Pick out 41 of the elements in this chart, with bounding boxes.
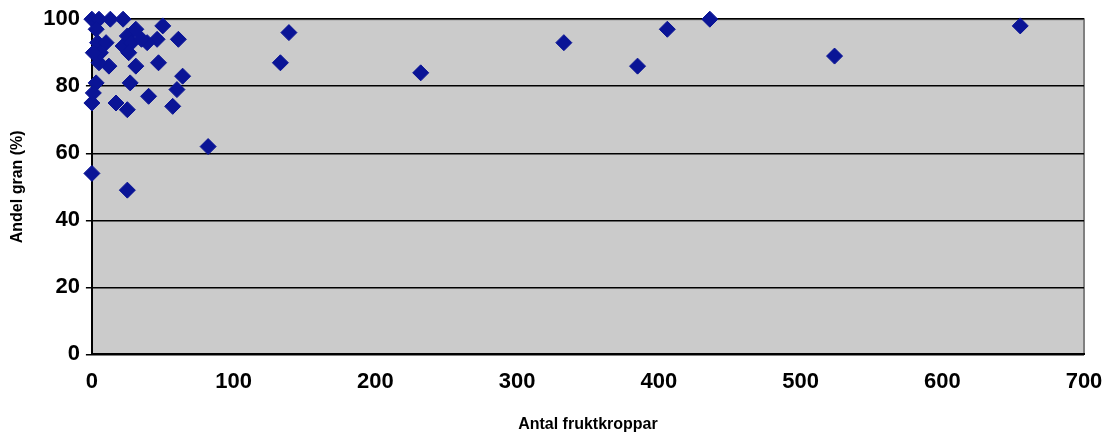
x-tick-label: 500	[782, 367, 819, 393]
point	[140, 87, 158, 105]
x-tick-label: 600	[923, 367, 961, 393]
point	[168, 81, 186, 99]
y-tick-label: 80	[55, 72, 80, 98]
point	[83, 164, 101, 182]
x-tick-label: 200	[357, 367, 394, 393]
x-tick-label: 700	[1065, 367, 1103, 393]
point	[280, 24, 298, 42]
x-axis-title: Antal fruktkroppar	[518, 414, 658, 432]
point	[826, 47, 844, 65]
x-tick-label: 300	[498, 367, 536, 393]
x-tick-label: 0	[85, 367, 99, 393]
y-axis-title: Andel gran (%)	[8, 130, 26, 244]
y-tick-label: 100	[43, 5, 80, 31]
point	[121, 74, 139, 92]
point	[271, 54, 289, 72]
point	[154, 17, 172, 35]
point	[169, 30, 187, 48]
y-tick-label: 20	[55, 273, 80, 299]
point	[629, 57, 647, 75]
point	[174, 67, 192, 85]
point	[127, 57, 145, 75]
point	[118, 181, 136, 199]
point	[555, 34, 573, 52]
point	[107, 94, 125, 112]
y-tick-label: 40	[55, 206, 80, 232]
point	[118, 101, 136, 119]
point	[1011, 17, 1029, 35]
point	[164, 97, 182, 115]
point	[412, 64, 430, 82]
point	[114, 10, 132, 28]
point	[658, 20, 676, 38]
x-tick-label: 400	[640, 367, 678, 393]
x-tick-label: 100	[215, 367, 252, 393]
point	[150, 54, 168, 72]
point	[199, 138, 217, 156]
y-tick-label: 60	[55, 139, 80, 165]
y-tick-label: 0	[67, 340, 80, 366]
point	[127, 20, 145, 38]
point	[701, 10, 719, 28]
